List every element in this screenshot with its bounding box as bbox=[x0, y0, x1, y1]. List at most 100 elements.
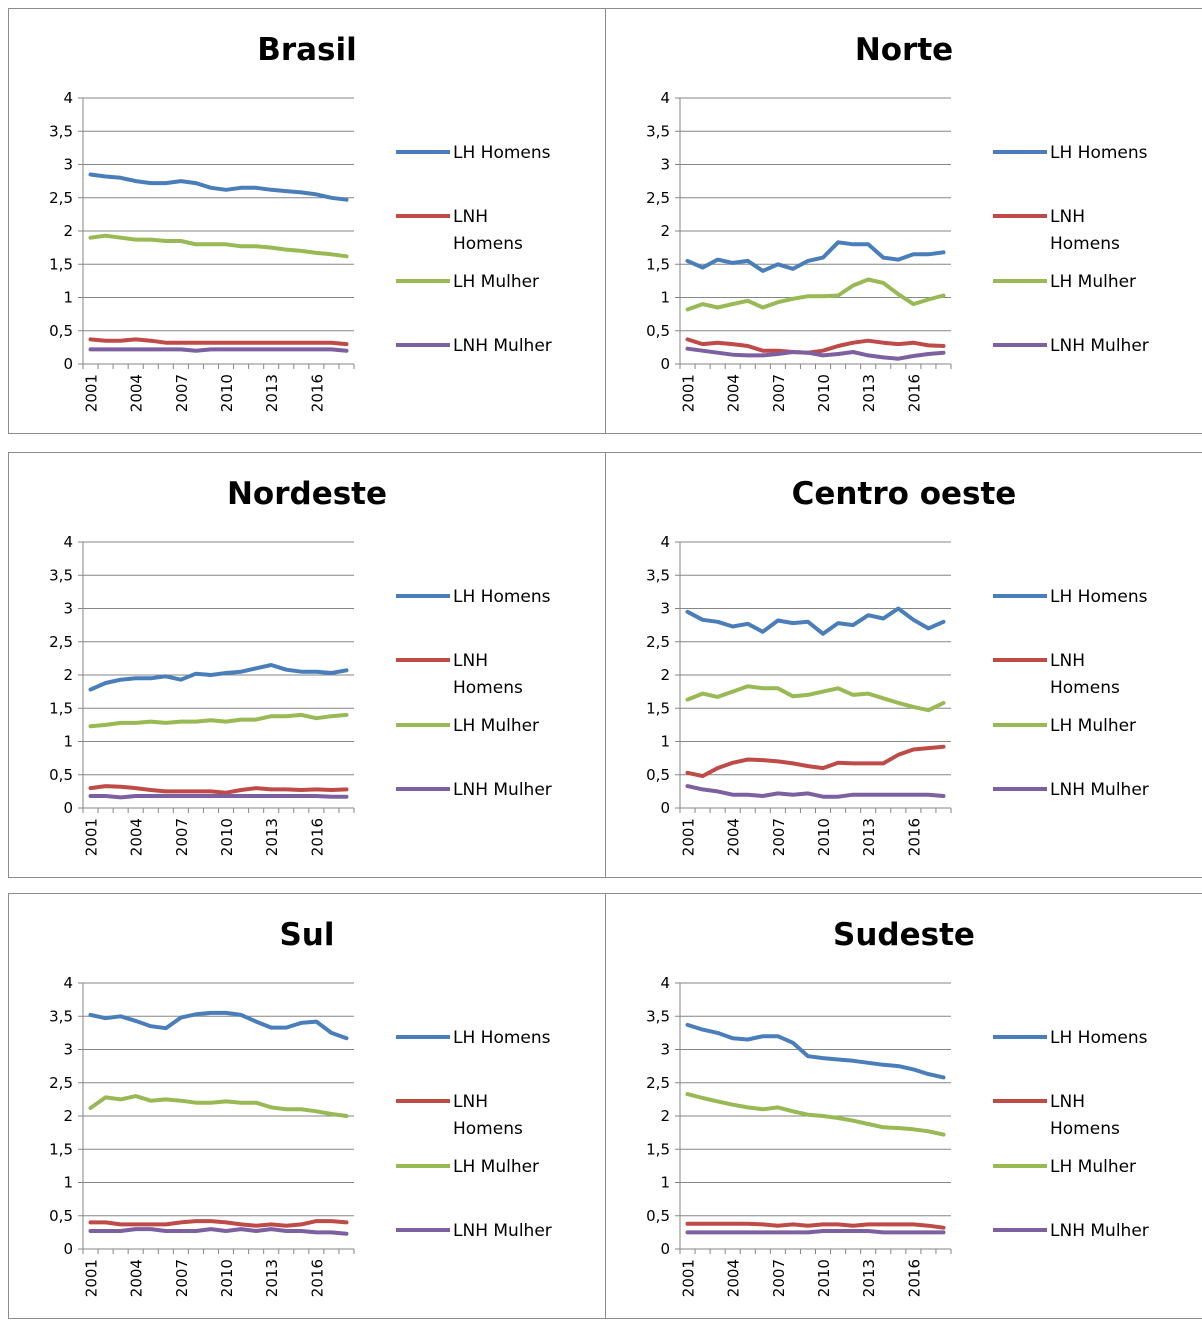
x-tick-label: 2001 bbox=[680, 374, 698, 412]
y-tick-label: 1,5 bbox=[49, 1140, 73, 1158]
legend-label: LH Homens bbox=[1050, 587, 1148, 607]
legend-label: LH Mulher bbox=[453, 272, 539, 292]
legend-label: LH Homens bbox=[453, 143, 551, 163]
legend-label: LH Mulher bbox=[453, 1157, 539, 1177]
y-tick-label: 1,5 bbox=[646, 1140, 670, 1158]
x-tick-label: 2010 bbox=[815, 374, 833, 412]
y-tick-label: 1 bbox=[660, 733, 670, 751]
chart-panel: Centro oeste 0 0,5 1 1,5 2 2,5 3 3,5 4 2001 2004 200… bbox=[605, 452, 1202, 878]
y-tick-label: 0,5 bbox=[646, 1207, 670, 1225]
y-tick-label: 2 bbox=[660, 1107, 670, 1125]
y-tick-label: 1,5 bbox=[49, 699, 73, 717]
x-tick-label: 2016 bbox=[308, 374, 326, 412]
x-tick-label: 2004 bbox=[725, 1259, 743, 1297]
y-tick-label: 0,5 bbox=[646, 766, 670, 784]
y-tick-label: 0 bbox=[660, 799, 670, 817]
line-chart: Centro oeste 0 0,5 1 1,5 2 2,5 3 3,5 4 2001 2004 200… bbox=[646, 476, 1149, 856]
y-tick-label: 4 bbox=[660, 533, 670, 551]
y-tick-label: 1 bbox=[63, 289, 73, 307]
series-line bbox=[685, 1022, 946, 1080]
y-tick-label: 0 bbox=[63, 799, 73, 817]
x-tick-label: 2007 bbox=[173, 1259, 191, 1297]
y-tick-label: 0 bbox=[660, 355, 670, 373]
x-tick-label: 2001 bbox=[680, 818, 698, 856]
line-chart: Norte 0 0,5 1 1,5 2 2,5 3 3,5 4 2001 2004 2007 2010 20… bbox=[646, 32, 1149, 412]
y-tick-label: 1 bbox=[63, 733, 73, 751]
x-tick-label: 2007 bbox=[770, 1259, 788, 1297]
x-tick-label: 2007 bbox=[173, 374, 191, 412]
y-tick-label: 0 bbox=[660, 1240, 670, 1258]
legend-label: Homens bbox=[1050, 1119, 1120, 1139]
legend-label: LNH bbox=[453, 651, 488, 671]
x-tick-label: 2016 bbox=[905, 374, 923, 412]
legend-label: LNH Mulher bbox=[1050, 780, 1149, 800]
legend-label: Homens bbox=[453, 1119, 523, 1139]
x-tick-label: 2007 bbox=[770, 818, 788, 856]
series-line bbox=[88, 1227, 349, 1236]
legend-label: LNH Mulher bbox=[453, 336, 552, 356]
y-tick-label: 2,5 bbox=[49, 633, 73, 651]
x-tick-label: 2010 bbox=[815, 1259, 833, 1297]
legend-label: LNH Mulher bbox=[453, 780, 552, 800]
y-tick-label: 1,5 bbox=[646, 255, 670, 273]
series-line bbox=[88, 347, 349, 353]
y-tick-label: 0,5 bbox=[49, 1207, 73, 1225]
chart-title: Brasil bbox=[257, 32, 357, 68]
y-tick-label: 0,5 bbox=[49, 766, 73, 784]
y-tick-label: 3 bbox=[63, 600, 73, 618]
x-tick-label: 2004 bbox=[128, 818, 146, 856]
y-tick-label: 4 bbox=[63, 974, 73, 992]
y-tick-label: 2,5 bbox=[49, 189, 73, 207]
x-tick-label: 2010 bbox=[815, 818, 833, 856]
legend-label: Homens bbox=[453, 678, 523, 698]
legend-label: LH Mulher bbox=[1050, 1157, 1136, 1177]
line-chart: Brasil 0 0,5 1 1,5 2 2,5 3 3,5 4 2001 2004 2007 2010 2… bbox=[49, 32, 552, 412]
legend-label: LH Mulher bbox=[1050, 272, 1136, 292]
chart-panel: Sudeste 0 0,5 1 1,5 2 2,5 3 3,5 4 2001 2004 2007 2010… bbox=[605, 893, 1202, 1319]
series-line bbox=[685, 1092, 946, 1137]
x-tick-label: 2013 bbox=[860, 374, 878, 412]
legend-label: LNH bbox=[1050, 1092, 1085, 1112]
y-tick-label: 1 bbox=[63, 1174, 73, 1192]
y-tick-label: 3,5 bbox=[49, 122, 73, 140]
x-tick-label: 2013 bbox=[860, 1259, 878, 1297]
y-tick-label: 1 bbox=[660, 1174, 670, 1192]
series-line bbox=[88, 172, 349, 202]
chart-title: Nordeste bbox=[227, 476, 387, 512]
x-tick-label: 2001 bbox=[83, 818, 101, 856]
legend-label: LH Homens bbox=[1050, 1028, 1148, 1048]
y-tick-label: 4 bbox=[660, 89, 670, 107]
y-tick-label: 0 bbox=[63, 1240, 73, 1258]
y-tick-label: 0 bbox=[63, 355, 73, 373]
legend-label: LH Mulher bbox=[1050, 716, 1136, 736]
x-tick-label: 2010 bbox=[218, 374, 236, 412]
series-line bbox=[685, 606, 946, 636]
y-tick-label: 4 bbox=[660, 974, 670, 992]
y-tick-label: 1 bbox=[660, 289, 670, 307]
y-tick-label: 3,5 bbox=[646, 1007, 670, 1025]
y-tick-label: 3,5 bbox=[646, 566, 670, 584]
x-tick-label: 2010 bbox=[218, 1259, 236, 1297]
x-tick-label: 2007 bbox=[770, 374, 788, 412]
line-chart: Sul 0 0,5 1 1,5 2 2,5 3 3,5 4 2001 2004 2007 2010 2013… bbox=[49, 917, 552, 1297]
x-tick-label: 2001 bbox=[83, 374, 101, 412]
x-tick-label: 2007 bbox=[173, 818, 191, 856]
x-tick-label: 2004 bbox=[725, 818, 743, 856]
series-line bbox=[88, 794, 349, 800]
y-tick-label: 3,5 bbox=[646, 122, 670, 140]
x-tick-label: 2013 bbox=[263, 374, 281, 412]
series-line bbox=[685, 1229, 946, 1235]
x-tick-label: 2013 bbox=[860, 818, 878, 856]
legend-label: LNH bbox=[1050, 207, 1085, 227]
y-tick-label: 3 bbox=[660, 156, 670, 174]
y-tick-label: 2,5 bbox=[646, 189, 670, 207]
legend-label: Homens bbox=[1050, 678, 1120, 698]
y-tick-label: 2,5 bbox=[49, 1074, 73, 1092]
series-line bbox=[88, 233, 349, 259]
y-tick-label: 1,5 bbox=[646, 699, 670, 717]
x-tick-label: 2001 bbox=[680, 1259, 698, 1297]
series-line bbox=[685, 1221, 946, 1230]
series-line bbox=[685, 744, 946, 779]
series-line bbox=[685, 240, 946, 273]
series-line bbox=[88, 1094, 349, 1118]
